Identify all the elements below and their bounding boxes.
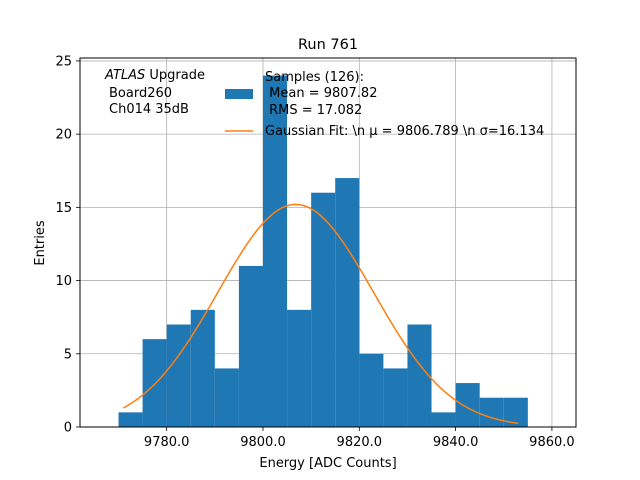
histogram-bar — [311, 192, 336, 427]
x-tick-label: 9860.0 — [529, 435, 575, 450]
histogram-bar — [431, 412, 456, 427]
y-axis-label: Entries — [33, 220, 48, 266]
atlas-annotation: ATLAS Upgrade Board260 Ch014 35dB — [104, 68, 205, 117]
legend: Samples (126): Mean = 9807.82 RMS = 17.0… — [225, 70, 544, 139]
x-tick-label: 9800.0 — [240, 435, 286, 450]
x-tick-label: 9780.0 — [144, 435, 190, 450]
histogram-bar — [262, 75, 288, 428]
histogram-bar — [359, 353, 384, 427]
histogram-bar — [383, 368, 408, 427]
channel-label: Ch014 35dB — [109, 102, 189, 117]
y-tick-label: 15 — [55, 201, 72, 216]
gaussian-fit-line — [122, 203, 519, 425]
histogram-bar — [287, 309, 312, 427]
atlas-label: ATLAS Upgrade — [104, 68, 205, 83]
chart-title: Run 761 — [298, 37, 358, 53]
board-label: Board260 — [109, 86, 172, 101]
histogram-bar — [190, 309, 215, 427]
gaussian-fit — [122, 203, 519, 425]
legend-swatch-histogram — [225, 89, 253, 99]
histogram-bar — [407, 324, 432, 427]
histogram-bar — [142, 339, 167, 427]
legend-fit-line: Gaussian Fit: \n μ = 9806.789 \n σ=16.13… — [265, 124, 544, 139]
histogram-bar — [214, 368, 239, 427]
y-tick-label: 0 — [64, 421, 72, 436]
y-axis-ticks: 0 5 10 15 20 25 — [55, 54, 80, 436]
x-axis-label: Energy [ADC Counts] — [259, 456, 396, 471]
plot-frame — [79, 57, 577, 428]
legend-hist-line3: RMS = 17.082 — [265, 103, 362, 118]
histogram-bar — [335, 178, 360, 427]
x-tick-label: 9820.0 — [337, 435, 383, 450]
legend-hist-line1: Samples (126): — [265, 70, 364, 85]
y-tick-label: 5 — [64, 347, 72, 362]
histogram-bars — [118, 75, 528, 428]
y-tick-label: 20 — [55, 128, 72, 143]
y-tick-label: 10 — [55, 274, 72, 289]
x-axis-ticks: 9780.0 9800.0 9820.0 9840.0 9860.0 — [144, 427, 575, 450]
histogram-bar — [166, 324, 191, 427]
histogram-bar — [455, 383, 480, 427]
x-tick-label: 9840.0 — [433, 435, 479, 450]
y-tick-label: 25 — [55, 54, 72, 69]
histogram-bar — [238, 265, 263, 427]
histogram-bar — [479, 397, 504, 427]
legend-hist-line2: Mean = 9807.82 — [265, 86, 377, 101]
histogram-bar — [118, 412, 143, 427]
